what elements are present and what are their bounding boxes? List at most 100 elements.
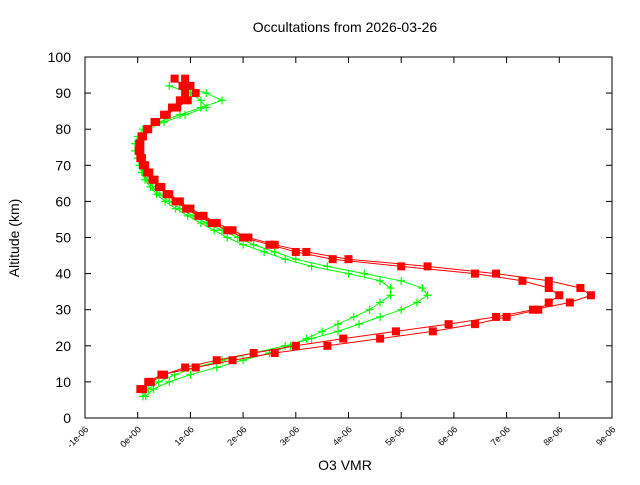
data-point (492, 312, 501, 321)
data-point (165, 377, 174, 386)
data-point (260, 247, 269, 256)
data-point (162, 110, 171, 119)
axes: -1e-06 0e+00 1e-06 2e-06 3e-06 4e-06 5e-06 6e-0… (48, 49, 618, 450)
data-point (544, 298, 553, 307)
data-point (196, 96, 205, 105)
data-point (355, 320, 364, 329)
y-tick-label: 40 (55, 266, 71, 282)
data-point (270, 240, 279, 249)
data-point (154, 377, 163, 386)
data-point (210, 226, 219, 235)
data-point (191, 89, 200, 98)
data-point (135, 139, 144, 148)
series-1 (134, 74, 595, 394)
x-tick-label: 4e-06 (331, 424, 354, 447)
data-point (202, 89, 211, 98)
data-point (444, 320, 453, 329)
data-point (194, 211, 203, 220)
data-point (212, 363, 221, 372)
data-point (418, 284, 427, 293)
data-point (518, 276, 527, 285)
data-point (239, 240, 248, 249)
data-point (239, 233, 248, 242)
data-point (178, 81, 187, 90)
data-point (397, 262, 406, 271)
data-point (165, 81, 174, 90)
data-point (492, 269, 501, 278)
data-point (167, 103, 176, 112)
data-point (423, 291, 432, 300)
y-tick-label: 70 (55, 157, 71, 173)
data-point (270, 349, 279, 358)
x-axis-label: O3 VMR (318, 457, 372, 473)
profile-line (134, 85, 429, 397)
y-tick-label: 10 (55, 374, 71, 390)
data-point (291, 247, 300, 256)
data-point (170, 74, 179, 83)
y-tick-label: 30 (55, 302, 71, 318)
profile-line (139, 78, 592, 390)
data-point (555, 291, 564, 300)
x-tick-label: 3e-06 (278, 424, 301, 447)
data-point (302, 247, 311, 256)
data-point (565, 298, 574, 307)
data-point (360, 269, 369, 278)
plot-marks (131, 74, 595, 401)
data-point (161, 197, 170, 206)
data-point (470, 269, 479, 278)
data-point (218, 96, 227, 105)
data-point (376, 276, 385, 285)
data-point (249, 349, 258, 358)
x-tick-label: 5e-06 (383, 424, 406, 447)
x-tick-label: 2e-06 (225, 424, 248, 447)
data-point (376, 298, 385, 307)
data-point (333, 327, 342, 336)
data-point (175, 96, 184, 105)
data-point (397, 305, 406, 314)
data-point (148, 175, 157, 184)
data-point (544, 284, 553, 293)
data-point (173, 103, 182, 112)
data-point (181, 363, 190, 372)
data-point (302, 334, 311, 343)
data-point (162, 190, 171, 199)
data-point (376, 334, 385, 343)
y-tick-label: 80 (55, 121, 71, 137)
data-point (223, 233, 232, 242)
profile-line (137, 85, 392, 397)
data-point (270, 247, 279, 256)
data-point (307, 262, 316, 271)
data-point (186, 204, 195, 213)
data-point (470, 320, 479, 329)
data-point (171, 204, 180, 213)
data-point (528, 305, 537, 314)
data-point (376, 312, 385, 321)
data-point (207, 219, 216, 228)
data-point (586, 291, 595, 300)
data-point (199, 211, 208, 220)
data-point (181, 110, 190, 119)
data-point (137, 132, 146, 141)
data-point (576, 284, 585, 293)
data-point (239, 356, 248, 365)
data-point (181, 74, 190, 83)
data-point (154, 182, 163, 191)
data-point (136, 385, 145, 394)
x-tick-label: 6e-06 (436, 424, 459, 447)
data-point (144, 377, 153, 386)
data-point (134, 146, 143, 155)
profile-line (138, 78, 561, 390)
data-point (212, 219, 221, 228)
data-point (502, 312, 511, 321)
data-point (328, 255, 337, 264)
y-axis-label: Altitude (km) (6, 199, 22, 278)
data-point (191, 363, 200, 372)
data-point (228, 226, 237, 235)
data-point (265, 240, 274, 249)
data-point (423, 262, 432, 271)
data-point (186, 370, 195, 379)
data-point (212, 356, 221, 365)
data-point (428, 327, 437, 336)
y-tick-label: 60 (55, 193, 71, 209)
data-point (152, 190, 161, 199)
